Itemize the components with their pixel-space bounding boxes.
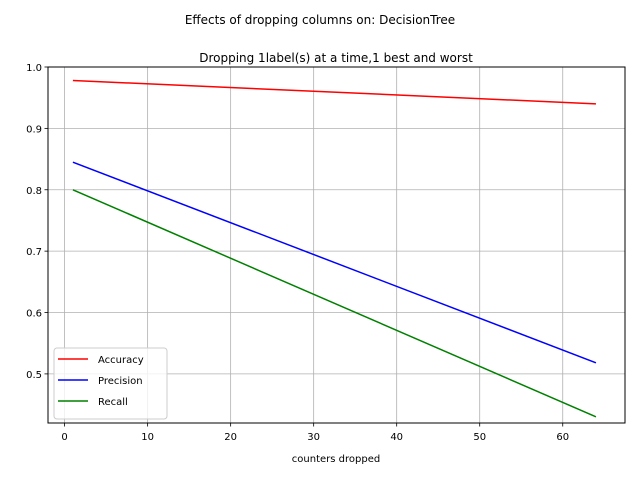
y-tick-label: 0.8: [26, 186, 42, 197]
y-tick-label: 0.5: [26, 370, 42, 381]
x-axis-label: counters dropped: [292, 454, 380, 465]
series-line-recall: [72, 189, 597, 418]
x-tick-label: 40: [390, 432, 403, 443]
tick-layer: 0 10 20 30 40 50 60 0.5 0.6 0.7 0.8 0.9 1.0: [26, 63, 569, 443]
x-tick-label: 30: [307, 432, 320, 443]
x-tick-label: 10: [141, 432, 154, 443]
y-tick-label: 1.0: [26, 63, 42, 74]
figure-suptitle: Effects of dropping columns on: Decision…: [185, 13, 455, 27]
legend-label-accuracy: Accuracy: [98, 355, 144, 366]
y-tick-label: 0.6: [26, 309, 42, 320]
x-tick-label: 60: [556, 432, 569, 443]
y-tick-label: 0.7: [26, 247, 42, 258]
x-tick-label: 0: [61, 432, 67, 443]
x-tick-label: 50: [473, 432, 486, 443]
x-tick-label: 20: [224, 432, 237, 443]
series-line-accuracy: [72, 79, 596, 105]
legend-label-recall: Recall: [98, 397, 128, 408]
series-layer: [72, 79, 597, 418]
series-line-precision: [72, 161, 597, 364]
plot-frame: [47, 66, 626, 424]
y-tick-label: 0.9: [26, 124, 42, 135]
legend-label-precision: Precision: [98, 376, 143, 387]
chart-title: Dropping 1label(s) at a time,1 best and …: [199, 51, 473, 65]
legend: Accuracy Precision Recall: [53, 347, 168, 420]
